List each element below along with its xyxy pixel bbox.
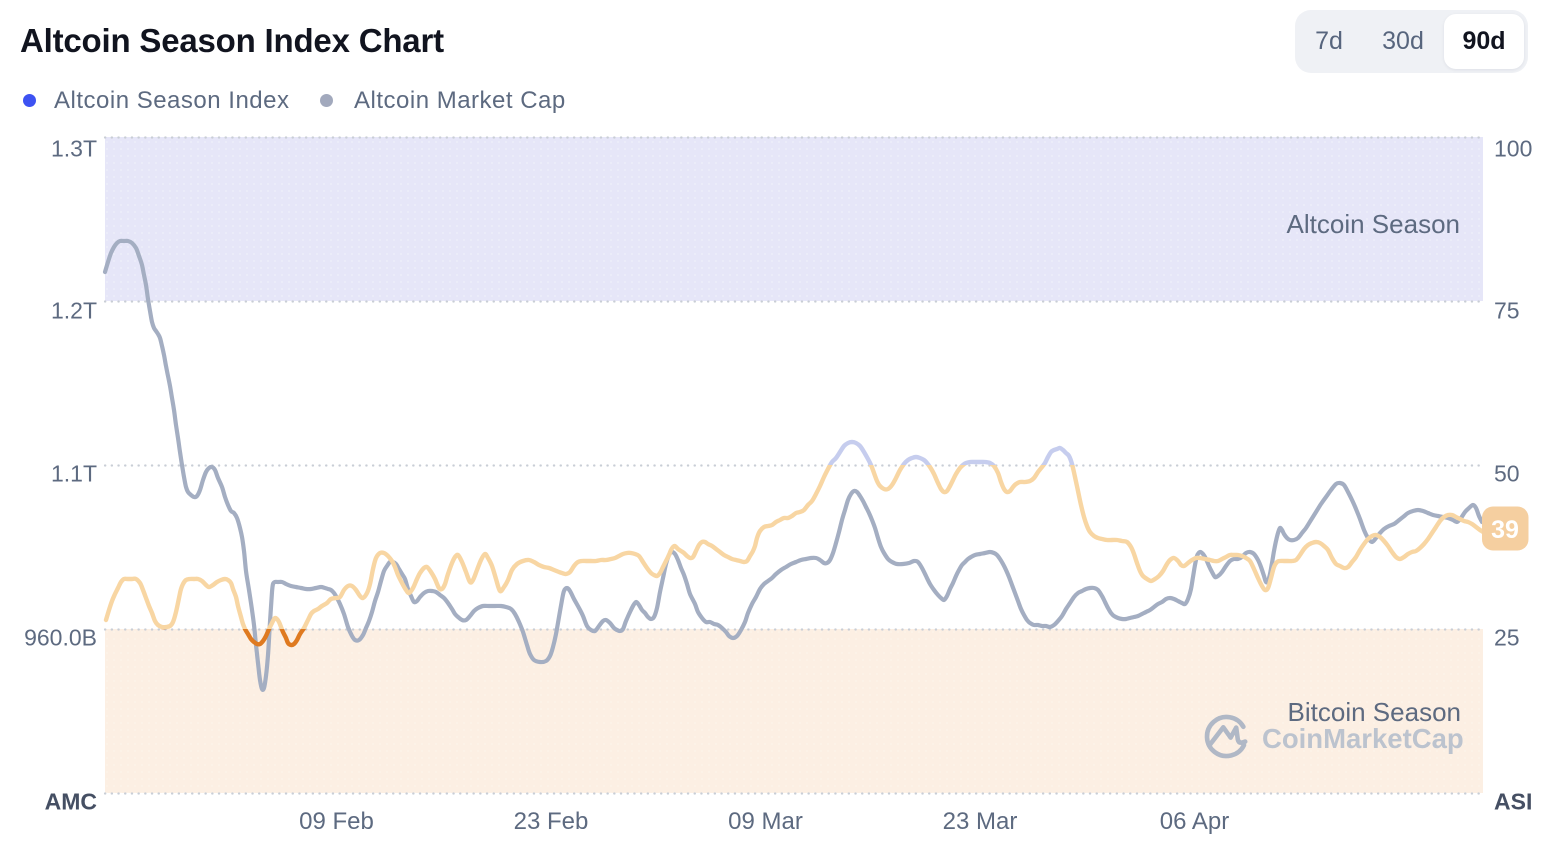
svg-text:39: 39 [1491, 516, 1519, 544]
svg-text:Bitcoin Season: Bitcoin Season [1288, 697, 1461, 727]
svg-text:CoinMarketCap: CoinMarketCap [1262, 723, 1464, 754]
svg-text:Altcoin Season: Altcoin Season [1287, 209, 1460, 239]
